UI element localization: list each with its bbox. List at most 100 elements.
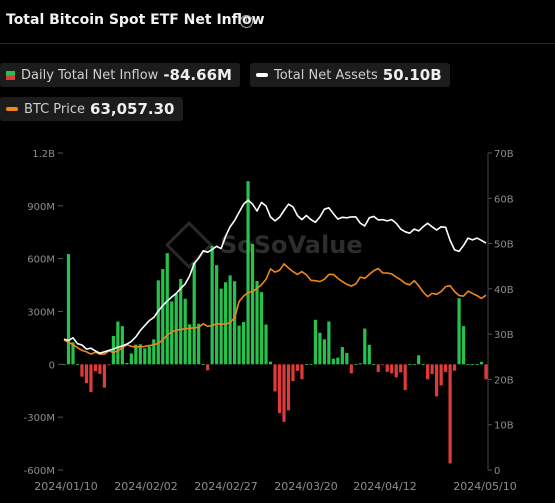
inflow-bar	[417, 355, 421, 365]
inflow-bar	[197, 323, 201, 365]
inflow-bar	[286, 364, 291, 411]
inflow-bar	[372, 364, 376, 365]
y-left-tick-label: -300M	[24, 413, 55, 424]
y-right-tick-label: 30B	[494, 330, 514, 341]
inflow-bar	[444, 364, 448, 372]
total-net-assets-line	[63, 199, 487, 355]
legend-value-daily-inflow: -84.66M	[163, 66, 232, 84]
inflow-bar	[268, 361, 273, 365]
inflow-bar	[466, 364, 470, 365]
legend-value-net-assets: 50.10B	[382, 66, 442, 84]
inflow-bar	[479, 361, 484, 365]
inflow-bar	[93, 364, 98, 372]
inflow-bar	[125, 362, 129, 365]
btc-price-line	[63, 263, 487, 355]
y-left-tick-label: 0	[49, 360, 55, 371]
y-left-tick-label: 900M	[27, 202, 55, 213]
inflow-bar	[192, 262, 196, 365]
legend-item-net-assets[interactable]: Total Net Assets 50.10B	[250, 63, 450, 87]
inflow-bar	[215, 265, 219, 365]
inflow-bar	[354, 364, 358, 365]
inflow-bar	[156, 280, 160, 365]
inflow-bar	[84, 364, 89, 383]
inflow-bar	[367, 344, 371, 365]
inflow-bar	[403, 364, 407, 391]
inflow-bar	[183, 298, 187, 365]
orange-line-swatch-icon	[6, 107, 18, 111]
y-right-tick-label: 70B	[494, 149, 514, 160]
inflow-bar	[421, 364, 425, 365]
inflow-bar	[457, 298, 461, 365]
x-tick-label: 2024/02/27	[194, 480, 257, 493]
inflow-bar	[336, 357, 340, 365]
bar-swatch-icon	[6, 70, 15, 80]
inflow-bar	[327, 321, 331, 365]
inflow-bar	[62, 364, 66, 366]
inflow-bar	[322, 339, 326, 365]
inflow-bar	[435, 364, 439, 397]
inflow-bar	[66, 254, 71, 365]
inflow-bar	[363, 328, 367, 365]
legend-label-net-assets: Total Net Assets	[274, 67, 378, 83]
y-left-tick-label: 300M	[27, 308, 55, 319]
inflow-bar	[304, 364, 309, 365]
inflow-bar	[170, 301, 174, 365]
x-tick-label: 2024/01/10	[34, 480, 97, 493]
inflow-bar	[201, 364, 205, 365]
inflow-bar	[430, 364, 434, 375]
inflow-bar	[111, 335, 115, 365]
inflow-bar	[89, 364, 93, 393]
inflow-bar	[426, 364, 430, 380]
inflow-bar	[255, 281, 259, 365]
inflow-bar	[246, 181, 250, 365]
y-left-tick-label: 600M	[27, 255, 55, 266]
inflow-bar	[408, 364, 412, 365]
inflow-bar	[107, 364, 111, 366]
legend-item-daily-inflow[interactable]: Daily Total Net Inflow -84.66M	[0, 63, 240, 87]
info-icon[interactable]: i	[240, 15, 253, 28]
inflow-bar	[300, 364, 304, 380]
inflow-bar	[376, 364, 380, 372]
x-tick-label: 2024/05/10	[453, 480, 516, 493]
inflow-bar	[134, 344, 138, 365]
inflow-bar	[309, 364, 313, 365]
inflow-bar	[349, 364, 353, 374]
inflow-bar	[219, 288, 223, 365]
inflow-bar	[165, 253, 169, 365]
inflow-bar	[71, 342, 75, 365]
inflow-bar	[152, 339, 156, 365]
x-tick-label: 2024/03/20	[274, 480, 337, 493]
inflow-bar	[188, 324, 192, 365]
inflow-bar	[241, 322, 246, 365]
inflow-bar	[98, 364, 102, 374]
inflow-bar	[233, 281, 237, 365]
legend-value-btc-price: 63,057.30	[90, 100, 175, 118]
y-left-tick-label: -600M	[24, 466, 55, 477]
inflow-bar	[291, 364, 295, 382]
legend-item-btc-price[interactable]: BTC Price 63,057.30	[0, 97, 183, 121]
inflow-bar	[250, 243, 255, 365]
inflow-bar	[470, 364, 475, 365]
inflow-bar	[452, 364, 457, 371]
inflow-bar	[331, 358, 335, 365]
y-right-tick-label: 0	[494, 466, 500, 477]
inflow-bar	[80, 364, 84, 377]
legend-label-btc-price: BTC Price	[24, 101, 86, 117]
x-tick-label: 2024/04/12	[353, 480, 416, 493]
inflow-bar	[259, 292, 264, 365]
inflow-bar	[147, 346, 151, 365]
inflow-bar	[390, 364, 394, 374]
inflow-bar	[116, 321, 120, 365]
inflow-bar	[461, 326, 466, 365]
inflow-bar	[237, 325, 241, 365]
sosovalue-watermark: SoSoValue	[164, 220, 363, 270]
inflow-bar	[313, 319, 317, 365]
inflow-bar	[345, 353, 349, 365]
inflow-bar	[75, 364, 80, 365]
x-tick-label: 2024/02/02	[114, 480, 177, 493]
y-right-tick-label: 60B	[494, 194, 514, 205]
inflow-bar	[206, 364, 210, 371]
inflow-bar	[385, 364, 389, 372]
inflow-bar	[264, 324, 268, 365]
